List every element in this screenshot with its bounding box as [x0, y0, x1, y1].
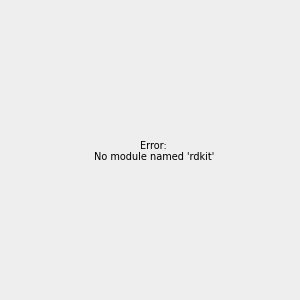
Text: Error:
No module named 'rdkit': Error: No module named 'rdkit'	[94, 141, 214, 162]
